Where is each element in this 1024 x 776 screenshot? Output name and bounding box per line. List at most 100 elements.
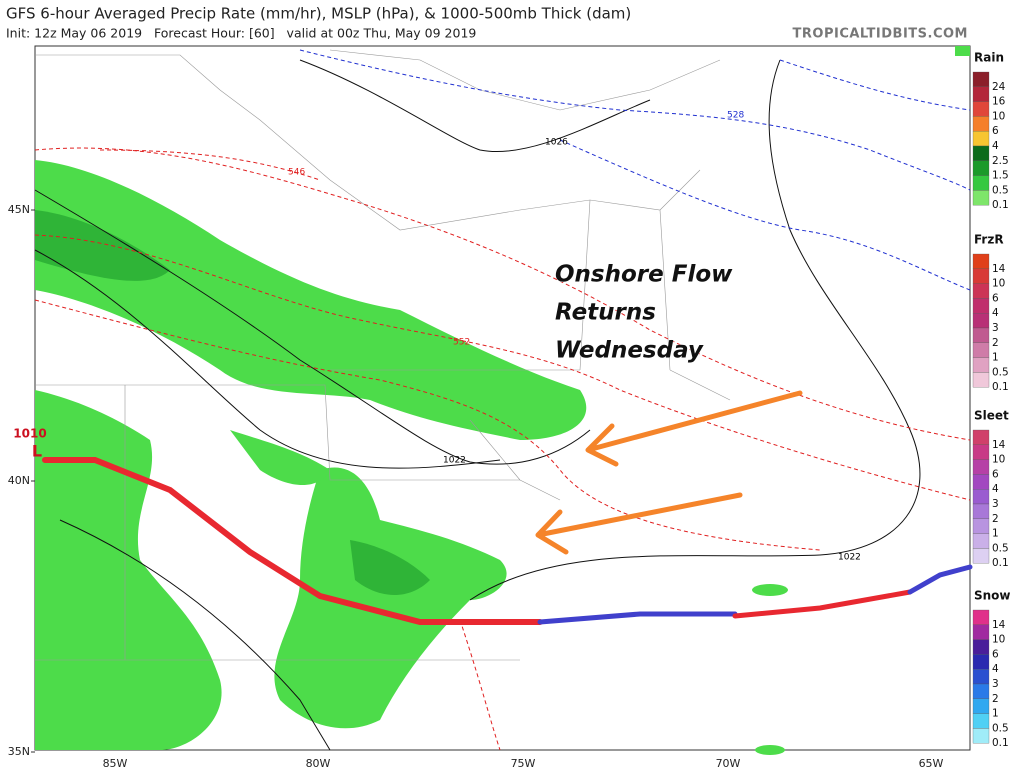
legend-label: 14	[992, 263, 1006, 275]
legend-swatch	[972, 489, 990, 505]
legend-swatch	[972, 342, 990, 358]
legend-swatch	[972, 253, 990, 269]
site-credit: TROPICALTIDBITS.COM	[793, 27, 968, 42]
thickness-label: 546	[288, 168, 305, 178]
isobar-label: 1022	[838, 553, 861, 563]
legend-label: 4	[992, 663, 999, 675]
legend: Rain241610642.51.50.50.1FrzR1410643210.5…	[972, 51, 1011, 749]
axes: 45N 40N 35N 85W 80W 75W 70W 65W	[8, 203, 944, 770]
legend-label: 4	[992, 307, 999, 319]
legend-label: 10	[992, 454, 1005, 466]
legend-label: 10	[992, 634, 1005, 646]
legend-swatch	[972, 503, 990, 519]
legend-label: 6	[992, 125, 999, 137]
legend-swatch	[972, 86, 990, 102]
legend-label: 1	[992, 708, 999, 720]
legend-label: 0.5	[992, 366, 1009, 378]
thickness-label: 552	[453, 338, 470, 348]
legend-swatch	[972, 728, 990, 744]
longitude-label: 85W	[103, 757, 128, 770]
legend-label: 0.5	[992, 542, 1009, 554]
legend-swatch	[972, 698, 990, 714]
legend-label: 14	[992, 439, 1006, 451]
legend-label: 0.1	[992, 381, 1009, 393]
legend-label: 0.5	[992, 184, 1009, 196]
latitude-label: 40N	[8, 474, 30, 487]
precip-rain-heavy	[35, 210, 430, 595]
map	[34, 45, 973, 755]
legend-label: 3	[992, 498, 999, 510]
low-pressure-value: 1010	[13, 427, 46, 441]
longitude-label: 80W	[306, 757, 331, 770]
legend-label: 0.5	[992, 722, 1009, 734]
legend-label: 2	[992, 693, 999, 705]
longitude-label: 65W	[919, 757, 944, 770]
legend-label: 2.5	[992, 155, 1009, 167]
warm-front	[732, 589, 913, 619]
legend-swatch	[972, 654, 990, 670]
legend-swatch	[972, 268, 990, 284]
legend-swatch	[972, 713, 990, 729]
legend-swatch	[972, 101, 990, 117]
warm-front	[42, 457, 543, 625]
flow-arrows	[535, 390, 803, 555]
legend-label: 1	[992, 352, 999, 364]
legend-label: 6	[992, 292, 999, 304]
legend-swatch	[972, 175, 990, 191]
legend-swatch	[972, 71, 990, 87]
legend-swatch	[972, 518, 990, 534]
annotation-line: Wednesday	[555, 338, 704, 364]
legend-swatch	[972, 474, 990, 490]
legend-title: Rain	[974, 51, 1004, 65]
legend-title: Sleet	[974, 409, 1009, 423]
longitude-label: 70W	[716, 757, 741, 770]
legend-label: 4	[992, 483, 999, 495]
low-pressure-symbol: L	[32, 442, 42, 461]
legend-label: 3	[992, 322, 999, 334]
legend-title: FrzR	[974, 233, 1004, 247]
cold-front	[907, 564, 973, 595]
legend-swatch	[972, 444, 990, 460]
legend-swatch	[972, 145, 990, 161]
legend-label: 1	[992, 528, 999, 540]
annotation-line: Returns	[555, 300, 656, 326]
legend-swatch	[972, 429, 990, 445]
legend-swatch	[972, 160, 990, 176]
legend-label: 0.1	[992, 737, 1009, 749]
legend-label: 2	[992, 513, 999, 525]
legend-title: Snow	[974, 589, 1011, 603]
isobar-label: 1026	[545, 138, 568, 148]
title: GFS 6-hour Averaged Precip Rate (mm/hr),…	[6, 5, 631, 23]
legend-label: 16	[992, 96, 1006, 108]
legend-swatch	[972, 372, 990, 388]
longitude-label: 75W	[511, 757, 536, 770]
legend-label: 0.1	[992, 199, 1009, 211]
isobars	[34, 59, 921, 751]
legend-label: 10	[992, 110, 1005, 122]
legend-label: 2	[992, 337, 999, 349]
legend-swatch	[972, 313, 990, 329]
legend-label: 6	[992, 468, 999, 480]
legend-label: 6	[992, 648, 999, 660]
legend-swatch	[972, 116, 990, 132]
legend-swatch	[972, 131, 990, 147]
subtitle: Init: 12z May 06 2019 Forecast Hour: [60…	[6, 26, 476, 41]
legend-swatch	[972, 298, 990, 314]
legend-label: 1.5	[992, 170, 1009, 182]
legend-swatch	[972, 609, 990, 625]
legend-swatch	[972, 669, 990, 685]
legend-swatch	[972, 327, 990, 343]
legend-swatch	[972, 357, 990, 373]
legend-swatch	[972, 624, 990, 640]
legend-label: 24	[992, 81, 1006, 93]
legend-swatch	[972, 283, 990, 299]
legend-swatch	[972, 639, 990, 655]
cold-front	[537, 611, 738, 625]
legend-swatch	[972, 548, 990, 564]
isobar-label: 1022	[443, 456, 466, 466]
legend-swatch	[972, 533, 990, 549]
boundaries	[35, 49, 731, 661]
annotation-line: Onshore Flow	[555, 262, 733, 288]
legend-label: 3	[992, 678, 999, 690]
